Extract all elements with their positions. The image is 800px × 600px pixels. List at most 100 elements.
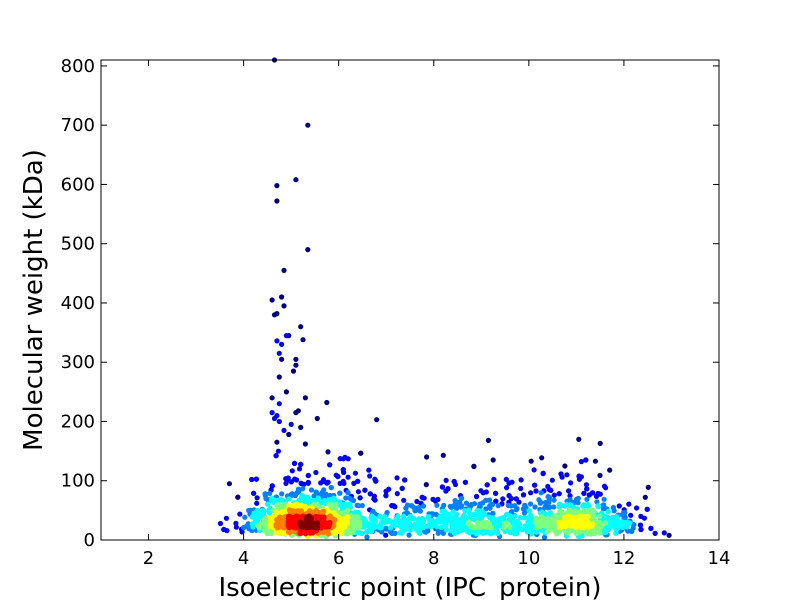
data-point (551, 497, 557, 503)
y-tick-label: 800 (61, 56, 95, 77)
data-point (526, 508, 532, 514)
data-point (532, 504, 538, 510)
data-point (424, 454, 430, 460)
data-point (458, 495, 465, 501)
data-point (269, 495, 275, 501)
y-tick-label: 100 (61, 471, 95, 492)
data-point (305, 472, 311, 479)
data-point (577, 509, 583, 515)
data-point (455, 520, 461, 526)
data-point (503, 476, 509, 482)
data-point (276, 350, 282, 356)
data-point (592, 458, 599, 464)
data-point (595, 503, 601, 509)
data-point (500, 496, 506, 502)
data-point (308, 504, 315, 510)
data-point (275, 448, 281, 454)
data-point (495, 503, 501, 509)
data-point (463, 500, 469, 506)
data-point (274, 439, 280, 445)
data-point (411, 516, 417, 522)
data-point (521, 515, 528, 521)
data-point (269, 395, 275, 401)
data-point (434, 502, 440, 508)
y-tick-label: 400 (61, 293, 95, 314)
data-point (288, 421, 294, 427)
data-point (399, 485, 405, 491)
data-point (314, 520, 320, 526)
data-point (443, 477, 449, 483)
data-point (602, 520, 609, 526)
data-point (246, 507, 252, 514)
data-point (379, 529, 385, 535)
data-point (335, 473, 341, 480)
data-point (549, 477, 555, 483)
data-point (491, 476, 497, 482)
data-point (279, 508, 286, 515)
data-point (589, 528, 595, 534)
y-tick-label: 300 (61, 352, 95, 373)
data-point (445, 486, 451, 492)
data-point (377, 513, 383, 520)
data-point (286, 431, 292, 438)
data-point (638, 526, 644, 533)
data-point (513, 496, 519, 502)
data-point (265, 501, 271, 507)
data-point (401, 513, 407, 519)
data-point (567, 496, 573, 503)
data-point (392, 530, 398, 536)
data-point (487, 503, 493, 509)
data-point (562, 503, 568, 509)
data-point (480, 530, 486, 536)
data-point (645, 484, 651, 490)
data-point (566, 488, 572, 494)
data-point (528, 490, 534, 496)
data-point (605, 508, 611, 515)
data-point (356, 523, 362, 529)
data-point (607, 467, 613, 473)
data-point (361, 519, 367, 525)
data-point (321, 521, 327, 527)
data-point (564, 472, 570, 478)
data-point (368, 515, 374, 521)
data-point (274, 198, 280, 204)
data-point (452, 498, 458, 504)
axis-ticks (101, 60, 720, 541)
data-point (562, 463, 568, 469)
data-point (556, 491, 562, 497)
data-point (558, 471, 564, 477)
data-point (594, 499, 600, 505)
data-point (583, 482, 590, 488)
data-point (448, 528, 454, 534)
data-point (314, 415, 320, 422)
data-point (488, 531, 494, 537)
data-point (502, 520, 509, 527)
data-point (539, 455, 545, 461)
data-point (358, 450, 364, 456)
x-tick-label: 8 (428, 548, 439, 569)
data-point (568, 520, 574, 526)
data-point (642, 494, 648, 500)
data-point (407, 527, 413, 533)
data-point (307, 508, 313, 514)
data-point (546, 497, 552, 503)
x-tick-label: 2 (143, 548, 154, 569)
data-point (423, 482, 429, 488)
data-point (528, 531, 534, 537)
data-point (412, 508, 418, 514)
data-point (568, 480, 574, 486)
data-point (269, 297, 275, 303)
data-point (435, 530, 441, 536)
data-point (637, 522, 644, 528)
data-point (576, 436, 582, 442)
data-point (430, 511, 436, 517)
data-point (217, 520, 223, 527)
data-point (366, 467, 372, 473)
data-point (327, 462, 333, 468)
data-point (449, 524, 455, 530)
data-point (242, 514, 248, 520)
data-point (302, 395, 308, 401)
data-point (283, 389, 289, 395)
data-point (532, 482, 538, 488)
data-point (374, 417, 380, 423)
